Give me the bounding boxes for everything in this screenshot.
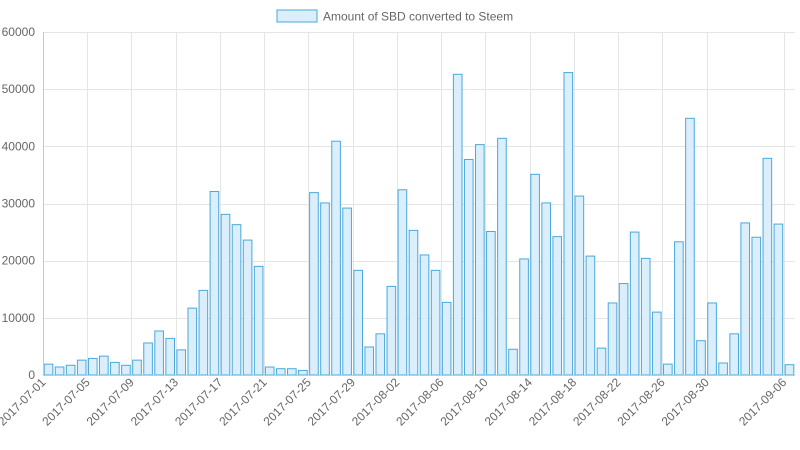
bar-2017-07-16[interactable] xyxy=(209,190,220,376)
y-tick-label: 30000 xyxy=(2,197,36,211)
bar-2017-07-09[interactable] xyxy=(132,359,142,376)
x-tick-label: 2017-08-30 xyxy=(659,375,713,429)
y-tick-label: 40000 xyxy=(2,139,36,153)
bar-2017-07-19[interactable] xyxy=(242,239,253,376)
bar-2017-08-25[interactable] xyxy=(651,311,662,376)
bar-2017-07-13[interactable] xyxy=(176,349,187,376)
bars xyxy=(43,72,795,376)
bar-2017-07-07[interactable] xyxy=(110,361,120,376)
bar-2017-08-05[interactable] xyxy=(430,269,441,376)
bar-2017-07-24[interactable] xyxy=(298,369,308,376)
bar-2017-07-04[interactable] xyxy=(76,359,87,376)
bar-2017-07-11[interactable] xyxy=(154,330,164,376)
bar-2017-07-31[interactable] xyxy=(375,333,386,376)
y-tick-label: 50000 xyxy=(2,82,36,96)
bar-2017-08-11[interactable] xyxy=(497,137,507,376)
x-axis-ticks: 2017-07-012017-07-052017-07-092017-07-13… xyxy=(0,375,790,429)
bar-2017-07-22[interactable] xyxy=(275,368,286,376)
bar-2017-07-21[interactable] xyxy=(264,366,275,376)
bar-2017-07-18[interactable] xyxy=(231,224,242,376)
bar-2017-08-19[interactable] xyxy=(585,255,596,376)
bar-2017-07-14[interactable] xyxy=(187,307,198,376)
legend-swatch[interactable] xyxy=(276,9,318,23)
bar-2017-08-09[interactable] xyxy=(475,144,485,376)
bar-2017-07-06[interactable] xyxy=(99,355,109,376)
bar-2017-08-26[interactable] xyxy=(663,363,673,376)
bar-2017-08-02[interactable] xyxy=(397,189,408,376)
bar-2017-08-03[interactable] xyxy=(408,229,419,376)
bar-2017-08-30[interactable] xyxy=(707,302,717,376)
bar-2017-08-31[interactable] xyxy=(718,362,728,376)
bar-2017-08-07[interactable] xyxy=(452,73,463,376)
bar-2017-07-27[interactable] xyxy=(331,140,341,376)
axes xyxy=(43,32,795,376)
y-tick-label: 10000 xyxy=(2,311,36,325)
bar-2017-08-23[interactable] xyxy=(629,231,640,376)
bar-2017-07-26[interactable] xyxy=(320,202,330,376)
x-tick-label: 2017-09-06 xyxy=(736,375,790,429)
bar-2017-07-17[interactable] xyxy=(220,213,231,376)
bar-2017-08-28[interactable] xyxy=(685,117,695,376)
bar-2017-07-15[interactable] xyxy=(198,289,209,376)
bar-2017-08-10[interactable] xyxy=(486,231,496,376)
bar-2017-09-05[interactable] xyxy=(773,223,784,376)
y-tick-label: 0 xyxy=(28,368,35,382)
bar-2017-08-08[interactable] xyxy=(463,158,474,376)
bar-2017-07-30[interactable] xyxy=(364,346,375,376)
bar-2017-08-24[interactable] xyxy=(640,257,651,376)
bar-2017-08-13[interactable] xyxy=(519,258,529,376)
bar-2017-07-01[interactable] xyxy=(43,363,54,376)
legend-label[interactable]: Amount of SBD converted to Steem xyxy=(323,10,513,24)
bar-2017-07-12[interactable] xyxy=(165,337,175,376)
bar-2017-07-03[interactable] xyxy=(65,364,76,376)
y-axis-ticks: 0 10000 20000 30000 40000 50000 60000 xyxy=(2,25,36,382)
bar-2017-08-15[interactable] xyxy=(541,202,551,376)
bar-2017-07-02[interactable] xyxy=(54,366,65,376)
bar-2017-08-14[interactable] xyxy=(530,173,540,376)
bar-2017-07-23[interactable] xyxy=(287,368,297,376)
bar-2017-08-01[interactable] xyxy=(386,285,397,376)
y-tick-label: 60000 xyxy=(2,25,36,39)
bar-2017-08-22[interactable] xyxy=(618,283,629,376)
bar-2017-08-18[interactable] xyxy=(574,195,585,376)
bar-2017-09-04[interactable] xyxy=(762,157,773,376)
bar-2017-07-28[interactable] xyxy=(342,207,352,376)
bar-2017-08-29[interactable] xyxy=(696,340,706,376)
y-tick-label: 20000 xyxy=(2,254,36,268)
bar-2017-08-06[interactable] xyxy=(441,301,452,376)
bar-2017-07-08[interactable] xyxy=(121,364,131,376)
bar-2017-08-21[interactable] xyxy=(607,302,618,376)
bar-2017-08-20[interactable] xyxy=(596,347,607,376)
bar-2017-08-17[interactable] xyxy=(563,72,574,376)
bar-2017-09-03[interactable] xyxy=(751,236,762,376)
bar-2017-08-12[interactable] xyxy=(508,348,518,376)
legend[interactable]: Amount of SBD converted to Steem xyxy=(276,9,513,24)
bar-2017-07-20[interactable] xyxy=(253,265,264,376)
bar-2017-07-10[interactable] xyxy=(143,342,153,376)
bar-2017-07-05[interactable] xyxy=(87,357,98,376)
bar-2017-07-25[interactable] xyxy=(309,192,319,376)
bar-2017-09-02[interactable] xyxy=(740,222,751,376)
bar-2017-09-01[interactable] xyxy=(729,333,739,376)
bar-2017-08-16[interactable] xyxy=(552,236,563,376)
bar-2017-09-06[interactable] xyxy=(784,364,795,376)
bar-2017-07-29[interactable] xyxy=(353,269,363,376)
bar-2017-08-27[interactable] xyxy=(674,241,684,376)
bar-2017-08-04[interactable] xyxy=(419,254,430,376)
